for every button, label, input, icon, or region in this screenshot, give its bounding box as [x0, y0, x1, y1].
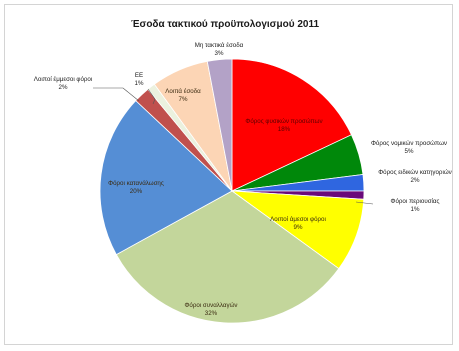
slice-label-2: Φόρος νομικών προσώπων 5% — [371, 140, 447, 155]
slice-label-8: Λοιποί έμμεσοι φόροι 2% — [34, 76, 93, 91]
slice-name-5: Λοιποί άμεσοι φόροι — [270, 216, 326, 223]
pie-chart: Έσοδα τακτικού προϋπολογισμού 2011 Φόρος… — [34, 19, 452, 324]
chart-title: Έσοδα τακτικού προϋπολογισμού 2011 — [131, 19, 320, 30]
slice-7 — [99, 100, 233, 256]
slice-percent-6: 32% — [205, 310, 218, 317]
slice-label-5: Λοιποί άμεσοι φόροι 9% — [270, 216, 326, 231]
slice-percent-7: 20% — [130, 188, 143, 195]
slice-name-11: Μη τακτικά έσοδα — [195, 42, 244, 49]
slice-name-3: Φόρος ειδικών κατηγοριών — [378, 169, 452, 176]
slice-label-1: Φόρος φυσικών προσώπων 18% — [245, 118, 322, 133]
slice-name-1: Φόρος φυσικών προσώπων — [245, 118, 322, 125]
slice-percent-2: 5% — [405, 148, 414, 155]
slice-1 — [231, 58, 352, 192]
leader-line-8 — [93, 87, 140, 102]
leader-lines — [93, 87, 374, 205]
slice-labels: Φόρος φυσικών προσώπων 18% Φόρος νομικών π… — [34, 42, 452, 317]
slice-label-11: Μη τακτικά έσοδα 3% — [195, 42, 244, 57]
slice-name-9: ΕΕ — [135, 72, 143, 79]
slice-name-7: Φόροι κατανάλωσης — [108, 180, 164, 187]
slice-percent-10: 7% — [179, 96, 188, 103]
chart-frame: Έσοδα τακτικού προϋπολογισμού 2011 Φόρος… — [4, 4, 453, 345]
slice-6 — [115, 190, 340, 324]
slice-name-2: Φόρος νομικών προσώπων — [371, 140, 447, 147]
slice-percent-8: 2% — [59, 84, 68, 91]
pie-slices — [99, 58, 365, 324]
slice-label-10: Λοιπά έσοδα 7% — [165, 88, 201, 103]
slice-11 — [206, 58, 233, 192]
leader-line-9 — [147, 88, 156, 105]
slice-percent-5: 9% — [294, 224, 303, 231]
slice-label-9: ΕΕ 1% — [135, 72, 144, 87]
slice-label-3: Φόρος ειδικών κατηγοριών 2% — [378, 169, 452, 184]
slice-percent-9: 1% — [135, 80, 144, 87]
slice-name-10: Λοιπά έσοδα — [165, 88, 201, 95]
slice-name-4: Φόροι περιουσίας — [391, 198, 440, 205]
slice-name-6: Φόροι συναλλαγών — [185, 302, 238, 309]
slice-percent-11: 3% — [215, 50, 224, 57]
slice-percent-1: 18% — [278, 126, 291, 133]
slice-percent-4: 1% — [411, 206, 420, 213]
slice-percent-3: 2% — [411, 177, 420, 184]
slice-label-4: Φόροι περιουσίας 1% — [391, 198, 440, 213]
slice-label-7: Φόροι κατανάλωσης 20% — [108, 180, 164, 195]
slice-name-8: Λοιποί έμμεσοι φόροι — [34, 76, 93, 83]
leader-line-4 — [355, 201, 374, 205]
slice-label-6: Φόροι συναλλαγών 32% — [185, 302, 238, 317]
